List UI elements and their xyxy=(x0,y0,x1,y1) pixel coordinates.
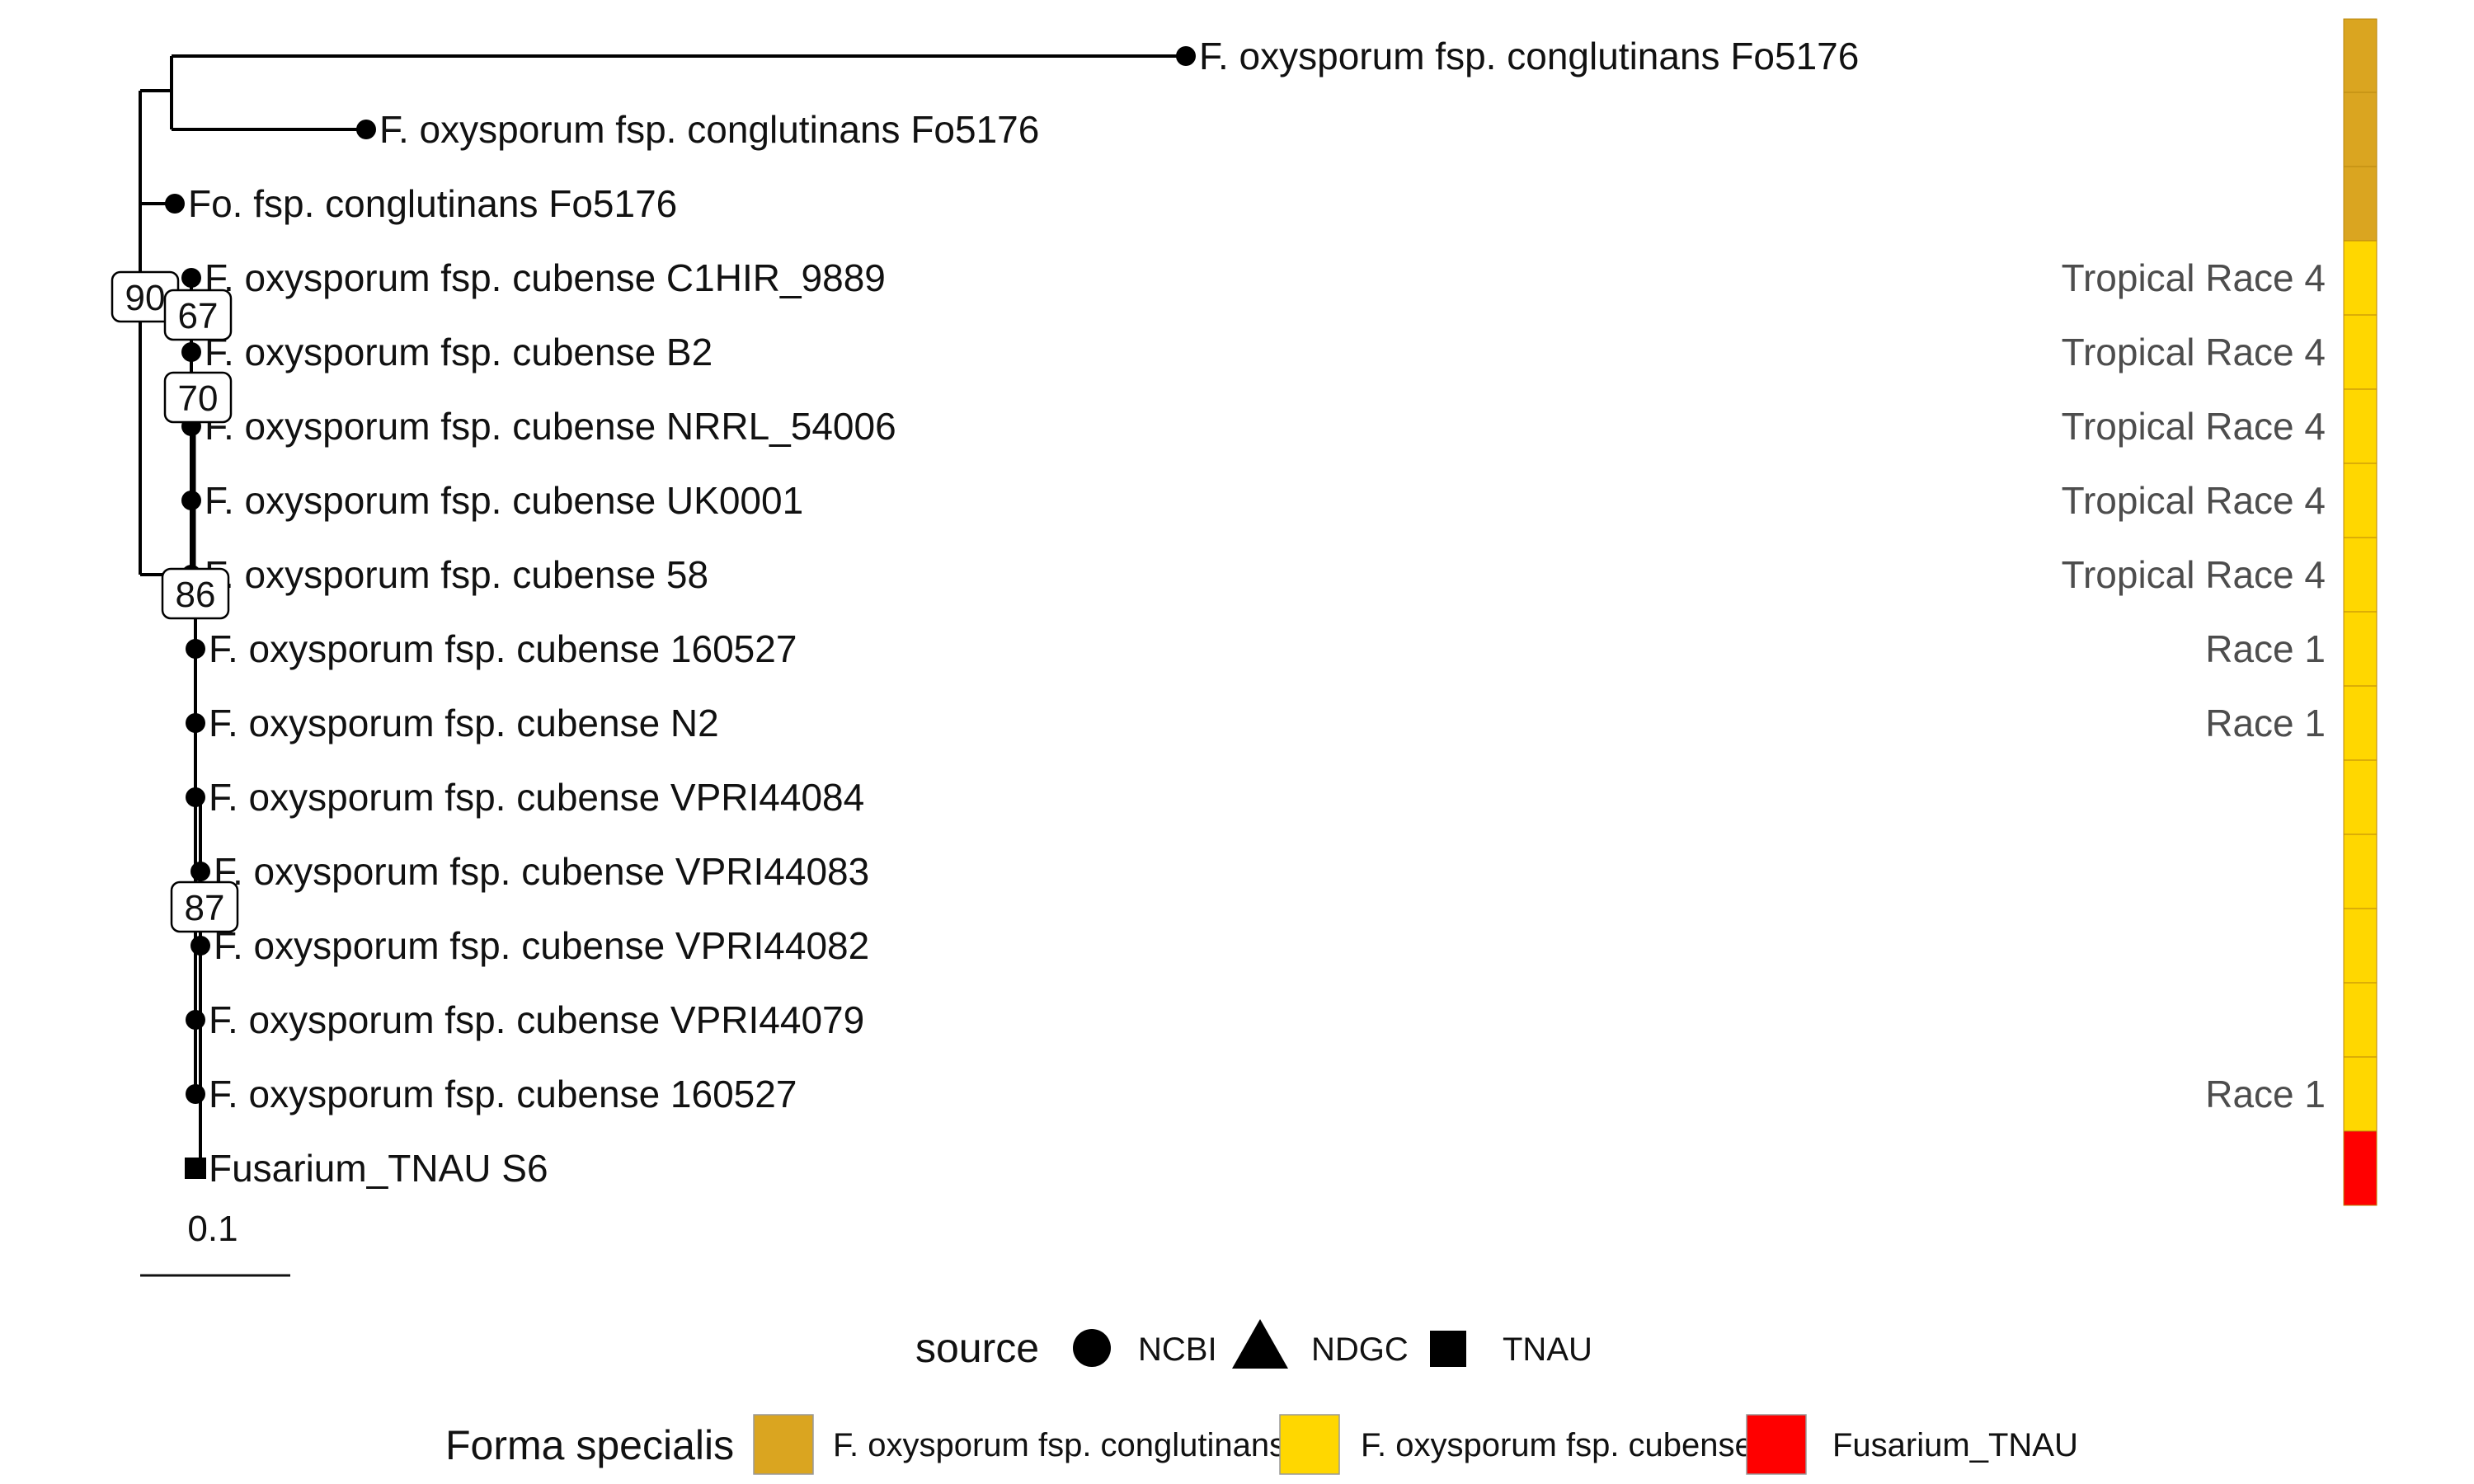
tip-marker-circle xyxy=(190,862,210,881)
tip-marker-circle xyxy=(186,1084,205,1104)
race-label: Race 1 xyxy=(2205,702,2326,744)
forma-strip-cell xyxy=(2343,982,2378,1058)
source-legend-title: source xyxy=(915,1325,1039,1371)
forma-specialis-strip xyxy=(2343,18,2378,1206)
tip-marker-circle xyxy=(1176,46,1196,66)
tip-marker-circle xyxy=(186,639,205,659)
forma-strip-cell xyxy=(2343,240,2378,316)
scale-bar: 0.1 xyxy=(140,1209,290,1277)
legend-square-icon xyxy=(1430,1331,1466,1367)
legend-swatch-conglutinans xyxy=(753,1414,814,1475)
forma-strip-cell xyxy=(2343,908,2378,984)
tip-label: F. oxysporum fsp. cubense C1HIR_9889 xyxy=(205,256,886,299)
tip-label: F. oxysporum fsp. cubense N2 xyxy=(209,702,719,744)
tip-label: F. oxysporum fsp. cubense NRRL_54006 xyxy=(205,405,896,448)
forma-strip-cell xyxy=(2343,685,2378,761)
bootstrap-box xyxy=(163,371,233,424)
tip-label: Fo. fsp. conglutinans Fo5176 xyxy=(188,182,677,225)
tip-marker-circle xyxy=(186,787,205,807)
race-label: Tropical Race 4 xyxy=(2062,553,2326,596)
legend-item-conglutinans: F. oxysporum fsp. conglutinans xyxy=(833,1427,1286,1463)
tip-label: F. oxysporum fsp. cubense VPRI44084 xyxy=(209,776,864,819)
bootstrap-box xyxy=(163,289,233,341)
race-label: Tropical Race 4 xyxy=(2062,331,2326,373)
forma-strip-cell xyxy=(2343,611,2378,687)
bootstrap-box xyxy=(161,567,230,620)
tip-label: F. oxysporum fsp. cubense VPRI44079 xyxy=(209,998,864,1041)
legend-item-ncbi: NCBI xyxy=(1138,1331,1217,1368)
tip-label: F. oxysporum fsp. conglutinans Fo5176 xyxy=(379,108,1039,151)
tree-tips: F. oxysporum fsp. conglutinans Fo5176 F. … xyxy=(165,35,1859,1190)
forma-strip-cell xyxy=(2343,18,2378,94)
tip-label: Fusarium_TNAU S6 xyxy=(209,1147,548,1190)
forma-strip-cell xyxy=(2343,537,2378,613)
forma-strip-cell xyxy=(2343,166,2378,242)
forma-strip-cell xyxy=(2343,388,2378,464)
tip-marker-circle xyxy=(186,713,205,733)
tip-label: F. oxysporum fsp. cubense 160527 xyxy=(209,1073,797,1115)
bootstrap-value: 86 xyxy=(176,575,216,615)
source-legend: source NCBI NDGC TNAU xyxy=(915,1319,1592,1371)
legend-item-ndgc: NDGC xyxy=(1311,1331,1409,1368)
legend-item-tnau: TNAU xyxy=(1503,1331,1592,1368)
tip-marker-circle xyxy=(165,194,185,214)
legend-item-fusarium-tnau: Fusarium_TNAU xyxy=(1832,1427,2078,1463)
bootstrap-labels: 90 67 70 86 87 xyxy=(111,270,239,933)
bootstrap-value: 67 xyxy=(178,296,219,336)
tip-label: F. oxysporum fsp. cubense UK0001 xyxy=(205,479,803,522)
race-label: Tropical Race 4 xyxy=(2062,256,2326,299)
legend-item-cubense: F. oxysporum fsp. cubense xyxy=(1361,1427,1753,1463)
forma-specialis-legend: Forma specialis F. oxysporum fsp. conglu… xyxy=(445,1414,2078,1475)
forma-strip-cell xyxy=(2343,463,2378,538)
legend-circle-icon xyxy=(1073,1329,1111,1367)
race-labels: Tropical Race 4 Tropical Race 4 Tropical R… xyxy=(2062,256,2326,1115)
forma-strip-cell xyxy=(2343,92,2378,167)
tip-label: F. oxysporum fsp. cubense 58 xyxy=(205,553,708,596)
forma-strip-cell xyxy=(2343,1056,2378,1132)
tip-label: F. oxysporum fsp. cubense 160527 xyxy=(209,627,797,670)
scale-bar-label: 0.1 xyxy=(187,1209,238,1249)
tip-marker-circle xyxy=(181,491,201,510)
tree-branches xyxy=(139,54,1186,1168)
tip-label: F. oxysporum fsp. cubense B2 xyxy=(205,331,713,373)
forma-strip-cell xyxy=(2343,759,2378,835)
tip-marker-circle xyxy=(181,268,201,288)
bootstrap-value: 70 xyxy=(178,378,219,419)
bootstrap-value: 87 xyxy=(185,888,225,928)
race-label: Tropical Race 4 xyxy=(2062,405,2326,448)
bootstrap-box xyxy=(170,881,239,933)
tip-marker-circle xyxy=(186,1010,205,1030)
tip-marker-circle xyxy=(356,120,376,139)
tip-marker-circle xyxy=(181,342,201,362)
legend-triangle-icon xyxy=(1232,1319,1288,1369)
tip-label: F. oxysporum fsp. conglutinans Fo5176 xyxy=(1199,35,1859,77)
forma-legend-title: Forma specialis xyxy=(445,1422,734,1468)
race-label: Race 1 xyxy=(2205,1073,2326,1115)
forma-strip-cell xyxy=(2343,314,2378,390)
race-label: Tropical Race 4 xyxy=(2062,479,2326,522)
forma-strip-cell xyxy=(2343,834,2378,909)
race-label: Race 1 xyxy=(2205,627,2326,670)
tip-marker-square xyxy=(185,1158,206,1179)
forma-strip-cell xyxy=(2343,1130,2378,1206)
bootstrap-value: 90 xyxy=(125,278,166,318)
tip-label: F. oxysporum fsp. cubense VPRI44083 xyxy=(214,850,869,893)
legend-swatch-cubense xyxy=(1279,1414,1340,1475)
tip-label: F. oxysporum fsp. cubense VPRI44082 xyxy=(214,924,869,967)
legend-swatch-fusarium-tnau xyxy=(1746,1414,1807,1475)
tip-marker-circle xyxy=(190,936,210,956)
